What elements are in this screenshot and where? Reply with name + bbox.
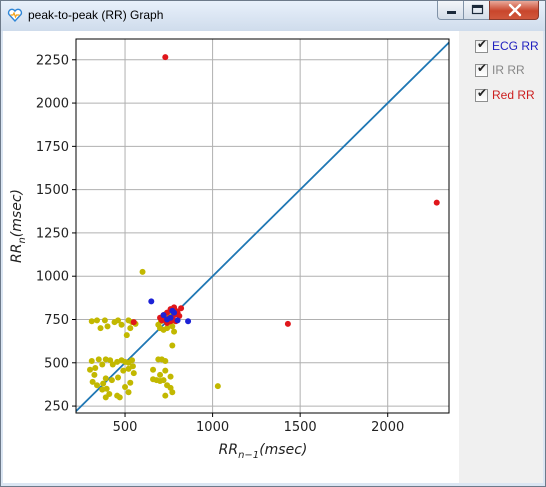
ir-rr-checkbox[interactable]: ✔	[475, 61, 488, 77]
x-tick-label: 2000	[371, 420, 404, 435]
scatter-point	[167, 373, 174, 380]
scatter-point	[89, 378, 96, 385]
scatter-point	[169, 342, 176, 349]
scatter-point	[94, 317, 101, 324]
scatter-point	[118, 321, 125, 328]
scatter-point	[157, 371, 164, 378]
y-tick-label: 250	[44, 400, 69, 415]
scatter-point	[169, 389, 176, 396]
maximize-button[interactable]	[463, 1, 490, 20]
scatter-point	[108, 377, 115, 384]
scatter-point	[433, 199, 440, 206]
scatter-point	[92, 364, 99, 371]
scatter-point	[97, 325, 104, 332]
scatter-point	[150, 366, 157, 373]
scatter-point	[174, 317, 181, 324]
checkmark-icon: ✔	[477, 37, 488, 51]
y-tick-label: 2250	[36, 53, 69, 68]
x-axis-label: RRn−1(msec)	[219, 442, 308, 461]
ecg-rr-checkbox[interactable]: ✔	[475, 37, 488, 53]
scatter-point	[185, 318, 192, 325]
scatter-point	[116, 394, 123, 401]
scatter-point	[127, 325, 134, 332]
y-axis-label: RRn(msec)	[9, 189, 28, 263]
scatter-point	[95, 356, 102, 363]
minimize-button[interactable]	[437, 1, 464, 20]
scatter-point	[129, 363, 136, 370]
scatter-point	[99, 386, 106, 393]
y-tick-label: 2000	[36, 97, 69, 112]
identity-line	[75, 41, 450, 412]
scatter-point	[139, 268, 146, 275]
client-area: 500 1000 1500 2000 250 500 750 1000 1250 1500 1750…	[3, 31, 543, 483]
scatter-point	[102, 375, 109, 382]
y-tick-label: 1000	[36, 270, 69, 285]
scatter-point	[91, 371, 98, 378]
scatter-point	[171, 328, 178, 335]
plot-frame	[75, 38, 450, 414]
scatter-point	[109, 361, 116, 368]
scatter-point	[178, 305, 185, 312]
close-button[interactable]	[489, 1, 539, 20]
scatter-point	[162, 54, 169, 61]
ecg-rr-label: ECG RR	[492, 39, 539, 53]
scatter-point	[169, 307, 176, 314]
scatter-point	[100, 380, 107, 387]
scatter-point	[104, 323, 111, 330]
scatter-point	[162, 392, 169, 399]
scatter-point	[169, 323, 176, 330]
window-title: peak-to-peak (RR) Graph	[28, 8, 164, 22]
x-tick-label: 1000	[196, 420, 229, 435]
scatter-point	[130, 370, 137, 377]
scatter-point	[101, 317, 108, 324]
x-tick-label: 1500	[284, 420, 317, 435]
scatter-point	[88, 318, 95, 325]
scatter-point	[107, 357, 114, 364]
scatter-point	[102, 394, 109, 401]
scatter-point	[115, 374, 122, 381]
scatter-point	[157, 325, 164, 332]
scatter-point	[122, 384, 129, 391]
scatter-point	[125, 365, 132, 372]
scatter-point	[125, 389, 132, 396]
scatter-point	[120, 367, 127, 374]
y-tick-label: 750	[44, 313, 69, 328]
scatter-point	[164, 316, 171, 323]
scatter-point	[88, 358, 95, 365]
maximize-icon	[471, 4, 484, 15]
y-tick-label: 1750	[36, 140, 69, 155]
scatter-point	[94, 382, 101, 389]
scatter-point	[99, 361, 106, 368]
scatter-point	[157, 377, 164, 384]
y-tick-label: 1500	[36, 183, 69, 198]
scatter-point	[127, 379, 134, 386]
y-tick-label: 1250	[36, 226, 69, 241]
scatter-point	[162, 367, 169, 374]
scatter-point	[115, 317, 122, 324]
scatter-point	[130, 319, 137, 326]
y-tick-label: 500	[44, 356, 69, 371]
series-legend-panel: ✔ ECG RR ✔ IR RR ✔ Red RR	[459, 31, 543, 483]
scatter-point	[284, 320, 291, 327]
scatter-point	[160, 312, 167, 319]
red-rr-label: Red RR	[492, 88, 535, 102]
x-tick-label: 500	[113, 420, 138, 435]
checkmark-icon: ✔	[477, 86, 488, 100]
red-rr-checkbox[interactable]: ✔	[475, 86, 488, 102]
rr-scatter-plot: 500 1000 1500 2000 250 500 750 1000 1250 1500 1750…	[3, 31, 459, 483]
scatter-point	[129, 357, 136, 364]
scatter-point	[150, 376, 157, 383]
scatter-point	[148, 298, 155, 305]
title-bar[interactable]: peak-to-peak (RR) Graph	[1, 1, 545, 31]
close-icon	[508, 3, 522, 17]
heart-icon	[7, 8, 23, 23]
checkmark-icon: ✔	[477, 61, 488, 75]
scatter-point	[87, 366, 94, 373]
scatter-point	[214, 383, 221, 390]
scatter-point	[162, 358, 169, 365]
scatter-point	[123, 332, 130, 339]
minimize-icon	[447, 11, 456, 14]
ir-rr-label: IR RR	[492, 63, 525, 77]
